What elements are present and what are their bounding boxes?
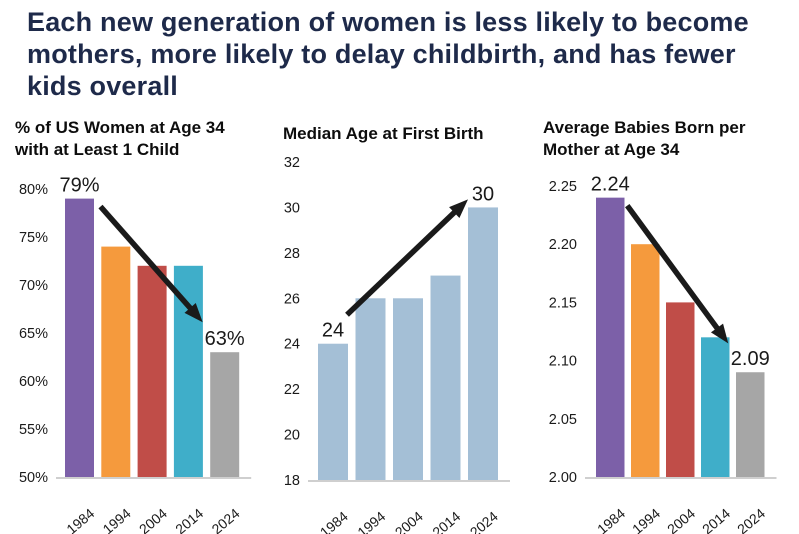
- trend-arrow-shaft: [345, 207, 460, 317]
- chart-panel-share-mothers: % of US Women at Age 34 with at Least 1 …: [0, 112, 270, 534]
- y-tick-label: 32: [284, 155, 300, 171]
- x-tick-label: 2024: [467, 508, 501, 534]
- x-tick-label: 2024: [734, 505, 768, 534]
- main-title-line-1: Each new generation of women is less lik…: [27, 7, 749, 37]
- value-label: 2.09: [731, 348, 770, 370]
- bar-2014: [430, 275, 461, 480]
- value-label: 79%: [59, 175, 99, 197]
- bar-1984: [318, 343, 348, 480]
- main-title: Each new generation of women is less lik…: [27, 6, 787, 102]
- y-tick-label: 50%: [19, 470, 48, 486]
- y-tick-label: 60%: [19, 374, 48, 390]
- bar-2024: [736, 372, 765, 477]
- x-tick-label: 1984: [63, 505, 97, 534]
- y-tick-label: 80%: [19, 182, 48, 198]
- chart-panel-median-age: Median Age at First Birth 32 30 28 26 24 22 20…: [270, 112, 535, 534]
- x-tick-label: 2014: [172, 505, 206, 534]
- value-label: 30: [472, 183, 494, 205]
- x-tick-label: 2024: [208, 505, 242, 534]
- y-tick-label: 26: [284, 291, 300, 307]
- x-tick-label: 1994: [629, 505, 663, 534]
- y-tick-label: 22: [284, 382, 300, 398]
- y-tick-label: 30: [284, 200, 300, 216]
- chart-title-babies-per-mother: Average Babies Born per Mother at Age 34: [543, 117, 746, 161]
- bar-2004: [137, 265, 167, 477]
- bar-2024: [210, 352, 240, 477]
- chart-title-line: Mother at Age 34: [543, 140, 680, 159]
- y-tick-label: 2.25: [549, 179, 577, 195]
- x-tick-label: 2004: [392, 508, 426, 534]
- y-tick-label: 20: [284, 428, 300, 444]
- y-tick-label: 24: [284, 337, 300, 353]
- trend-arrow-head: [710, 323, 729, 344]
- chart-title-line: with at Least 1 Child: [15, 140, 180, 159]
- bar-2014: [701, 337, 730, 477]
- y-tick-label: 2.00: [549, 470, 577, 486]
- bar-1984: [65, 198, 94, 477]
- value-label: 63%: [205, 328, 245, 350]
- chart-title-line: Average Babies Born per: [543, 118, 746, 137]
- x-tick-label: 1994: [354, 508, 388, 534]
- chart-title-line: Median Age at First Birth: [283, 124, 484, 143]
- y-tick-label: 28: [284, 246, 300, 262]
- bar-2004: [393, 298, 423, 480]
- bar-2004: [666, 302, 695, 477]
- y-tick-label: 55%: [19, 422, 48, 438]
- bar-2024: [468, 207, 498, 480]
- trend-arrow-shaft: [98, 204, 195, 313]
- main-title-line-3: kids overall: [27, 71, 178, 101]
- bar-1994: [631, 244, 660, 477]
- chart-title-median-age: Median Age at First Birth: [283, 123, 484, 145]
- x-tick-label: 2014: [429, 508, 463, 534]
- y-tick-label: 2.05: [549, 412, 577, 428]
- y-tick-label: 2.10: [549, 354, 577, 370]
- chart-title-share-mothers: % of US Women at Age 34 with at Least 1 …: [15, 117, 225, 161]
- value-label: 24: [322, 320, 344, 342]
- x-tick-label: 2004: [664, 505, 698, 534]
- trend-arrow-shaft: [625, 204, 722, 333]
- y-tick-label: 75%: [19, 230, 48, 246]
- x-tick-label: 1984: [594, 505, 628, 534]
- trend-arrow-head: [449, 199, 468, 218]
- y-tick-label: 2.20: [549, 237, 577, 253]
- bar-1984: [596, 197, 625, 477]
- bar-2014: [173, 265, 203, 477]
- bar-chart-babies-per-mother: 2.25 2.20 2.15 2.10 2.05 2.00 1984 1994 2004 2014…: [549, 174, 777, 534]
- bar-chart-median-age: 32 30 28 26 24 22 20 18 1984 1994 2004 2014 2024 24 30: [284, 155, 510, 534]
- y-tick-label: 18: [284, 473, 300, 489]
- x-tick-label: 2014: [699, 505, 733, 534]
- bar-1994: [355, 298, 386, 480]
- y-tick-label: 70%: [19, 278, 48, 294]
- value-label: 2.24: [591, 174, 630, 196]
- chart-title-line: % of US Women at Age 34: [15, 118, 225, 137]
- x-tick-label: 1984: [317, 508, 351, 534]
- bar-1994: [101, 246, 131, 477]
- x-tick-label: 1994: [100, 505, 134, 534]
- bar-chart-share-mothers: 80% 75% 70% 65% 60% 55% 50% 1984 1994 2004 2014 202…: [19, 175, 252, 534]
- x-tick-label: 2004: [136, 505, 170, 534]
- y-tick-label: 65%: [19, 326, 48, 342]
- y-tick-label: 2.15: [549, 295, 577, 311]
- trend-arrow-head: [184, 302, 203, 323]
- chart-panel-babies-per-mother: Average Babies Born per Mother at Age 34…: [535, 112, 799, 534]
- main-title-line-2: mothers, more likely to delay childbirth…: [27, 39, 736, 69]
